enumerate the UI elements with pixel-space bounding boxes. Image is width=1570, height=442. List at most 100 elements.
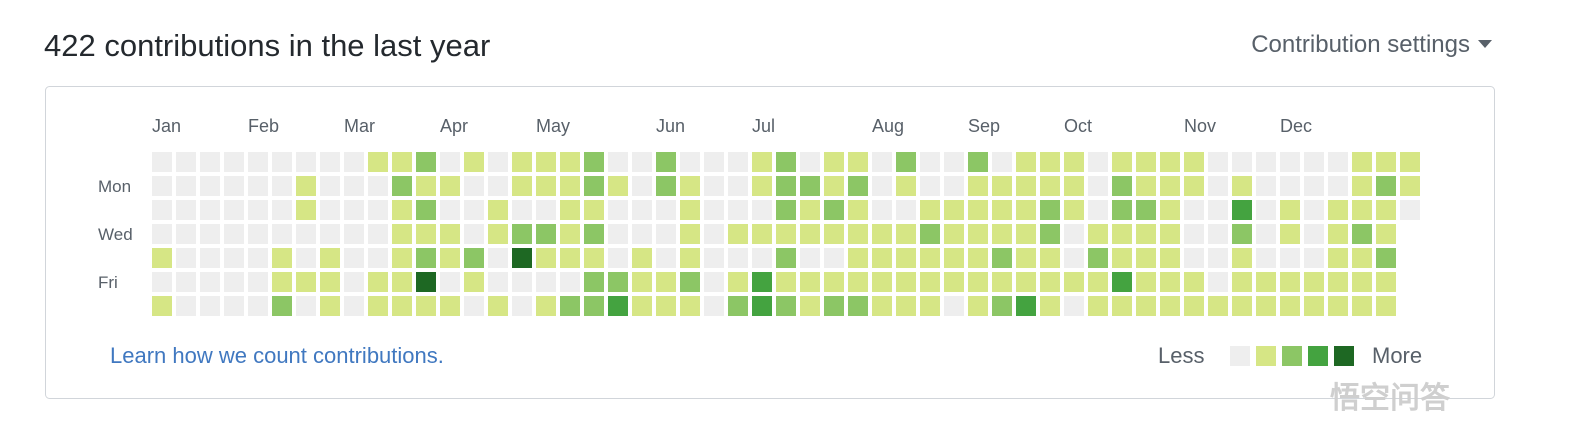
day-cell (416, 176, 436, 196)
day-cell (1160, 224, 1180, 244)
day-cell (488, 152, 508, 172)
day-cell (944, 248, 964, 268)
day-cell (584, 176, 604, 196)
legend-more: More (1372, 343, 1422, 368)
day-cell (896, 224, 916, 244)
day-cell (776, 248, 796, 268)
day-cell (1352, 224, 1372, 244)
day-cell (944, 176, 964, 196)
day-cell (704, 224, 724, 244)
day-cell (872, 296, 892, 316)
day-cell (464, 248, 484, 268)
day-cell (872, 200, 892, 220)
day-cell (1040, 176, 1060, 196)
settings-button[interactable]: Contribution settings (1251, 31, 1470, 58)
day-cell (1256, 224, 1276, 244)
day-cell (656, 152, 676, 172)
learn-link[interactable]: Learn how we count contributions. (110, 343, 444, 368)
day-cell (1088, 272, 1108, 292)
day-cell (1352, 272, 1372, 292)
day-cell (1232, 152, 1252, 172)
day-cell (488, 296, 508, 316)
day-cell (728, 176, 748, 196)
day-cell (1376, 176, 1396, 196)
day-cell (152, 296, 172, 316)
day-cell (1208, 248, 1228, 268)
day-cell (632, 224, 652, 244)
day-cell (824, 176, 844, 196)
day-cell (416, 296, 436, 316)
day-cell (944, 152, 964, 172)
day-cell (440, 176, 460, 196)
day-cell (560, 224, 580, 244)
day-cell (440, 224, 460, 244)
day-cell (656, 296, 676, 316)
day-cell (752, 272, 772, 292)
day-cell (704, 248, 724, 268)
day-cell (488, 224, 508, 244)
day-cell (296, 152, 316, 172)
day-cell (680, 296, 700, 316)
day-cell (824, 152, 844, 172)
day-cell (1256, 272, 1276, 292)
day-cell (1064, 248, 1084, 268)
day-cell (1376, 272, 1396, 292)
day-cell (200, 296, 220, 316)
day-cell (728, 296, 748, 316)
day-cell (392, 200, 412, 220)
day-cell (1232, 200, 1252, 220)
day-cell (440, 152, 460, 172)
legend-swatch (1282, 346, 1302, 366)
day-cell (1352, 176, 1372, 196)
day-cell (416, 248, 436, 268)
day-cell (1184, 248, 1204, 268)
day-cell (968, 224, 988, 244)
day-cell (560, 248, 580, 268)
day-cell (584, 296, 604, 316)
day-cell (1232, 248, 1252, 268)
month-label: Dec (1280, 116, 1312, 136)
day-cell (488, 200, 508, 220)
day-cell (776, 272, 796, 292)
day-cell (1208, 176, 1228, 196)
day-cell (272, 224, 292, 244)
day-cell (296, 272, 316, 292)
day-cell (1208, 152, 1228, 172)
day-cell (920, 248, 940, 268)
day-cell (272, 152, 292, 172)
day-cell (296, 296, 316, 316)
day-cell (848, 224, 868, 244)
day-cell (1064, 296, 1084, 316)
dropdown-caret[interactable] (1478, 40, 1492, 48)
day-cell (896, 296, 916, 316)
day-cell (680, 152, 700, 172)
day-cell (176, 224, 196, 244)
day-cell (440, 272, 460, 292)
day-cell (872, 176, 892, 196)
day-cell (1136, 152, 1156, 172)
legend-swatch (1230, 346, 1250, 366)
day-cell (1328, 248, 1348, 268)
day-cell (176, 272, 196, 292)
day-cell (344, 152, 364, 172)
day-cell (992, 272, 1012, 292)
day-cell (560, 296, 580, 316)
day-cell (776, 152, 796, 172)
day-cell (896, 248, 916, 268)
day-cell (152, 176, 172, 196)
day-cell (1016, 272, 1036, 292)
day-cell (896, 272, 916, 292)
day-cell (872, 272, 892, 292)
day-cell (968, 296, 988, 316)
month-label: Aug (872, 116, 904, 136)
day-cell (1256, 152, 1276, 172)
day-cell (224, 296, 244, 316)
day-cell (152, 272, 172, 292)
day-cell (440, 296, 460, 316)
day-cell (1064, 200, 1084, 220)
day-cell (1184, 176, 1204, 196)
day-cell (176, 152, 196, 172)
day-cell (992, 248, 1012, 268)
day-cell (656, 200, 676, 220)
day-cell (1016, 152, 1036, 172)
